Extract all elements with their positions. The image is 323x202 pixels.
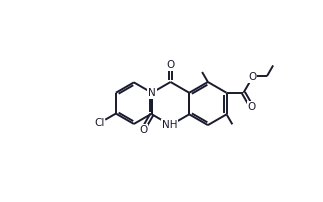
Text: Cl: Cl bbox=[94, 118, 104, 128]
Text: O: O bbox=[247, 102, 256, 112]
Text: N: N bbox=[148, 88, 156, 98]
Text: O: O bbox=[166, 60, 175, 70]
Text: O: O bbox=[139, 125, 147, 135]
Text: NH: NH bbox=[162, 120, 178, 130]
Text: O: O bbox=[248, 73, 256, 82]
